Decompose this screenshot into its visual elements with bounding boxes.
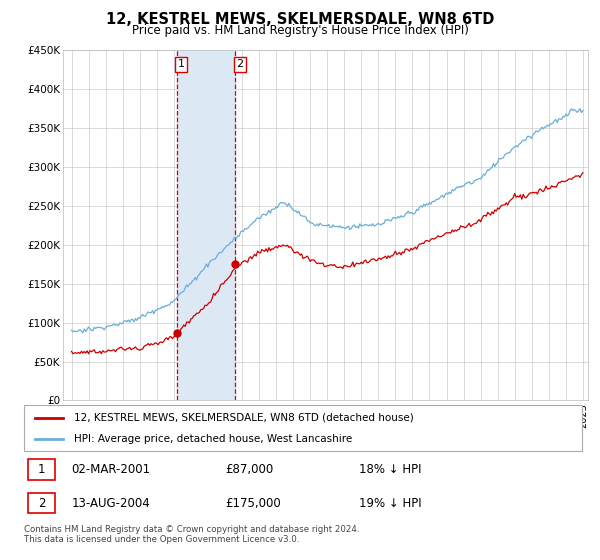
Bar [176, 50, 235, 400]
Text: 2: 2 [38, 497, 46, 510]
Text: 02-MAR-2001: 02-MAR-2001 [71, 463, 151, 476]
FancyBboxPatch shape [28, 459, 55, 479]
Text: 1: 1 [178, 59, 185, 69]
Text: Contains HM Land Registry data © Crown copyright and database right 2024.
This d: Contains HM Land Registry data © Crown c… [24, 525, 359, 544]
Text: £87,000: £87,000 [225, 463, 273, 476]
Text: 12, KESTREL MEWS, SKELMERSDALE, WN8 6TD (detached house): 12, KESTREL MEWS, SKELMERSDALE, WN8 6TD … [74, 413, 414, 423]
Text: £175,000: £175,000 [225, 497, 281, 510]
FancyBboxPatch shape [28, 493, 55, 513]
Text: 12, KESTREL MEWS, SKELMERSDALE, WN8 6TD: 12, KESTREL MEWS, SKELMERSDALE, WN8 6TD [106, 12, 494, 27]
Text: 1: 1 [38, 463, 46, 476]
Text: 18% ↓ HPI: 18% ↓ HPI [359, 463, 421, 476]
FancyBboxPatch shape [24, 405, 582, 451]
Text: Price paid vs. HM Land Registry's House Price Index (HPI): Price paid vs. HM Land Registry's House … [131, 24, 469, 37]
Text: 19% ↓ HPI: 19% ↓ HPI [359, 497, 421, 510]
Text: 2: 2 [236, 59, 244, 69]
Text: HPI: Average price, detached house, West Lancashire: HPI: Average price, detached house, West… [74, 435, 352, 444]
Text: 13-AUG-2004: 13-AUG-2004 [71, 497, 150, 510]
